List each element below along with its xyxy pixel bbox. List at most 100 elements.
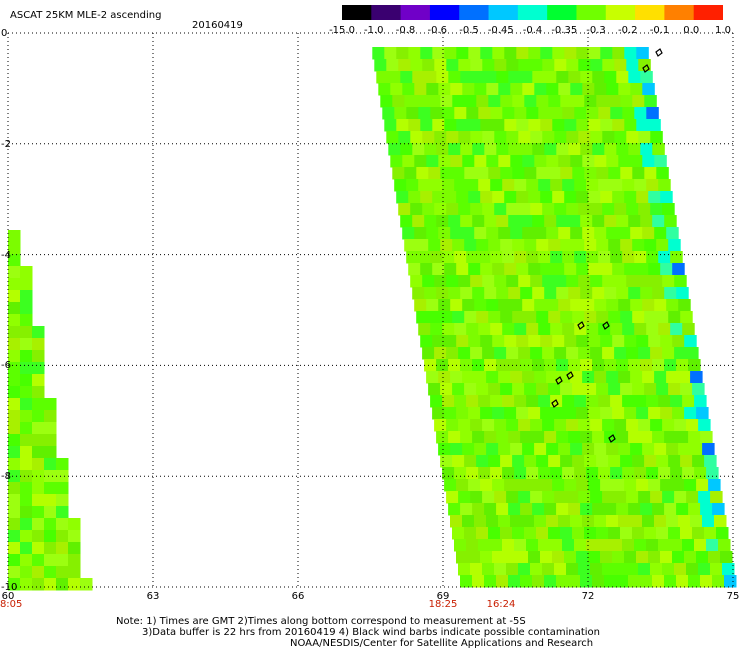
swath-cell: [32, 422, 45, 435]
swath-cell: [674, 275, 687, 288]
swath-cell: [546, 227, 559, 240]
swath-cell: [532, 287, 545, 300]
swath-cell: [480, 479, 493, 492]
color-scale-bar: [342, 5, 723, 20]
swath-cell: [572, 167, 585, 180]
swath-cell: [20, 494, 33, 507]
swath-cell: [678, 299, 691, 312]
swath-cell: [20, 566, 33, 579]
swath-cell: [642, 83, 655, 96]
swath-cell: [578, 491, 591, 504]
swath-cell: [498, 515, 511, 528]
swath-cell: [450, 371, 463, 384]
swath-cell: [686, 419, 699, 432]
swath-cell: [594, 83, 607, 96]
swath-cell: [520, 575, 533, 588]
swath-cell: [422, 59, 435, 72]
swath-cell: [502, 323, 515, 336]
swath-cell: [480, 335, 493, 348]
swath-cell: [504, 479, 517, 492]
swath-cell: [444, 407, 457, 420]
color-scale-swatch: [429, 5, 460, 20]
swath-cell: [660, 263, 673, 276]
swath-cell: [622, 107, 635, 120]
swath-cell: [612, 407, 625, 420]
swath-cell: [20, 386, 33, 399]
swath-cell: [668, 383, 681, 396]
swath-cell: [594, 515, 607, 528]
swath-cell: [468, 191, 481, 204]
swath-cell: [484, 575, 497, 588]
swath-cell: [446, 347, 459, 360]
swath-cell: [628, 431, 641, 444]
swath-cell: [640, 575, 653, 588]
swath-cell: [494, 347, 507, 360]
swath-cell: [636, 551, 649, 564]
swath-cell: [32, 482, 45, 495]
swath-cell: [502, 107, 515, 120]
swath-cell: [480, 47, 493, 60]
swath-cell: [644, 455, 657, 468]
swath-cell: [560, 95, 573, 108]
swath-cell: [20, 350, 33, 363]
swath-cell: [450, 515, 463, 528]
swath-cell: [514, 251, 527, 264]
swath-cell: [418, 251, 431, 264]
swath-cell: [572, 455, 585, 468]
swath-cell: [556, 359, 569, 372]
swath-cell: [558, 299, 571, 312]
swath-cell: [592, 575, 605, 588]
swath-cell: [504, 407, 517, 420]
swath-cell: [616, 71, 629, 84]
swath-cell: [666, 443, 679, 456]
swath-cell: [668, 239, 681, 252]
swath-cell: [574, 467, 587, 480]
swath-cell: [596, 383, 609, 396]
swath-cell: [520, 71, 533, 84]
swath-cell: [424, 71, 437, 84]
swath-cell: [512, 239, 525, 252]
swath-cell: [440, 383, 453, 396]
swath-cell: [438, 227, 451, 240]
swath-cell: [400, 71, 413, 84]
swath-cell: [456, 47, 469, 60]
swath-cell: [630, 83, 643, 96]
swath-cell: [546, 371, 559, 384]
swath-cell: [628, 71, 641, 84]
swath-cell: [554, 203, 567, 216]
swath-cell: [692, 455, 705, 468]
longitude-label: 63: [146, 591, 160, 602]
swath-cell: [510, 515, 523, 528]
swath-cell: [568, 575, 581, 588]
swath-cell: [506, 491, 519, 504]
swath-cell: [490, 251, 503, 264]
swath-cell: [514, 467, 527, 480]
swath-cell: [410, 131, 423, 144]
swath-cell: [456, 119, 469, 132]
swath-cell: [608, 239, 621, 252]
swath-cell: [462, 515, 475, 528]
swath-cell: [524, 311, 537, 324]
swath-cell: [424, 359, 437, 372]
swath-cell: [436, 215, 449, 228]
swath-cell: [408, 191, 421, 204]
swath-cell: [560, 239, 573, 252]
swath-cell: [452, 455, 465, 468]
swath-cell: [588, 551, 601, 564]
swath-cell: [522, 83, 535, 96]
swath-cell: [502, 539, 515, 552]
swath-cell: [592, 359, 605, 372]
product-title: ASCAT 25KM MLE-2 ascending: [10, 10, 162, 21]
swath-cell: [8, 434, 21, 447]
swath-cell: [472, 71, 485, 84]
swath-cell: [590, 131, 603, 144]
lat-lon-grid: [7, 32, 734, 588]
swath-cell: [604, 143, 617, 156]
swath-cell: [594, 371, 607, 384]
swath-cell: [466, 107, 479, 120]
swath-cell: [666, 515, 679, 528]
swath-cell: [422, 347, 435, 360]
swath-cell: [454, 467, 467, 480]
swath-cell: [440, 167, 453, 180]
swath-cell: [526, 323, 539, 336]
